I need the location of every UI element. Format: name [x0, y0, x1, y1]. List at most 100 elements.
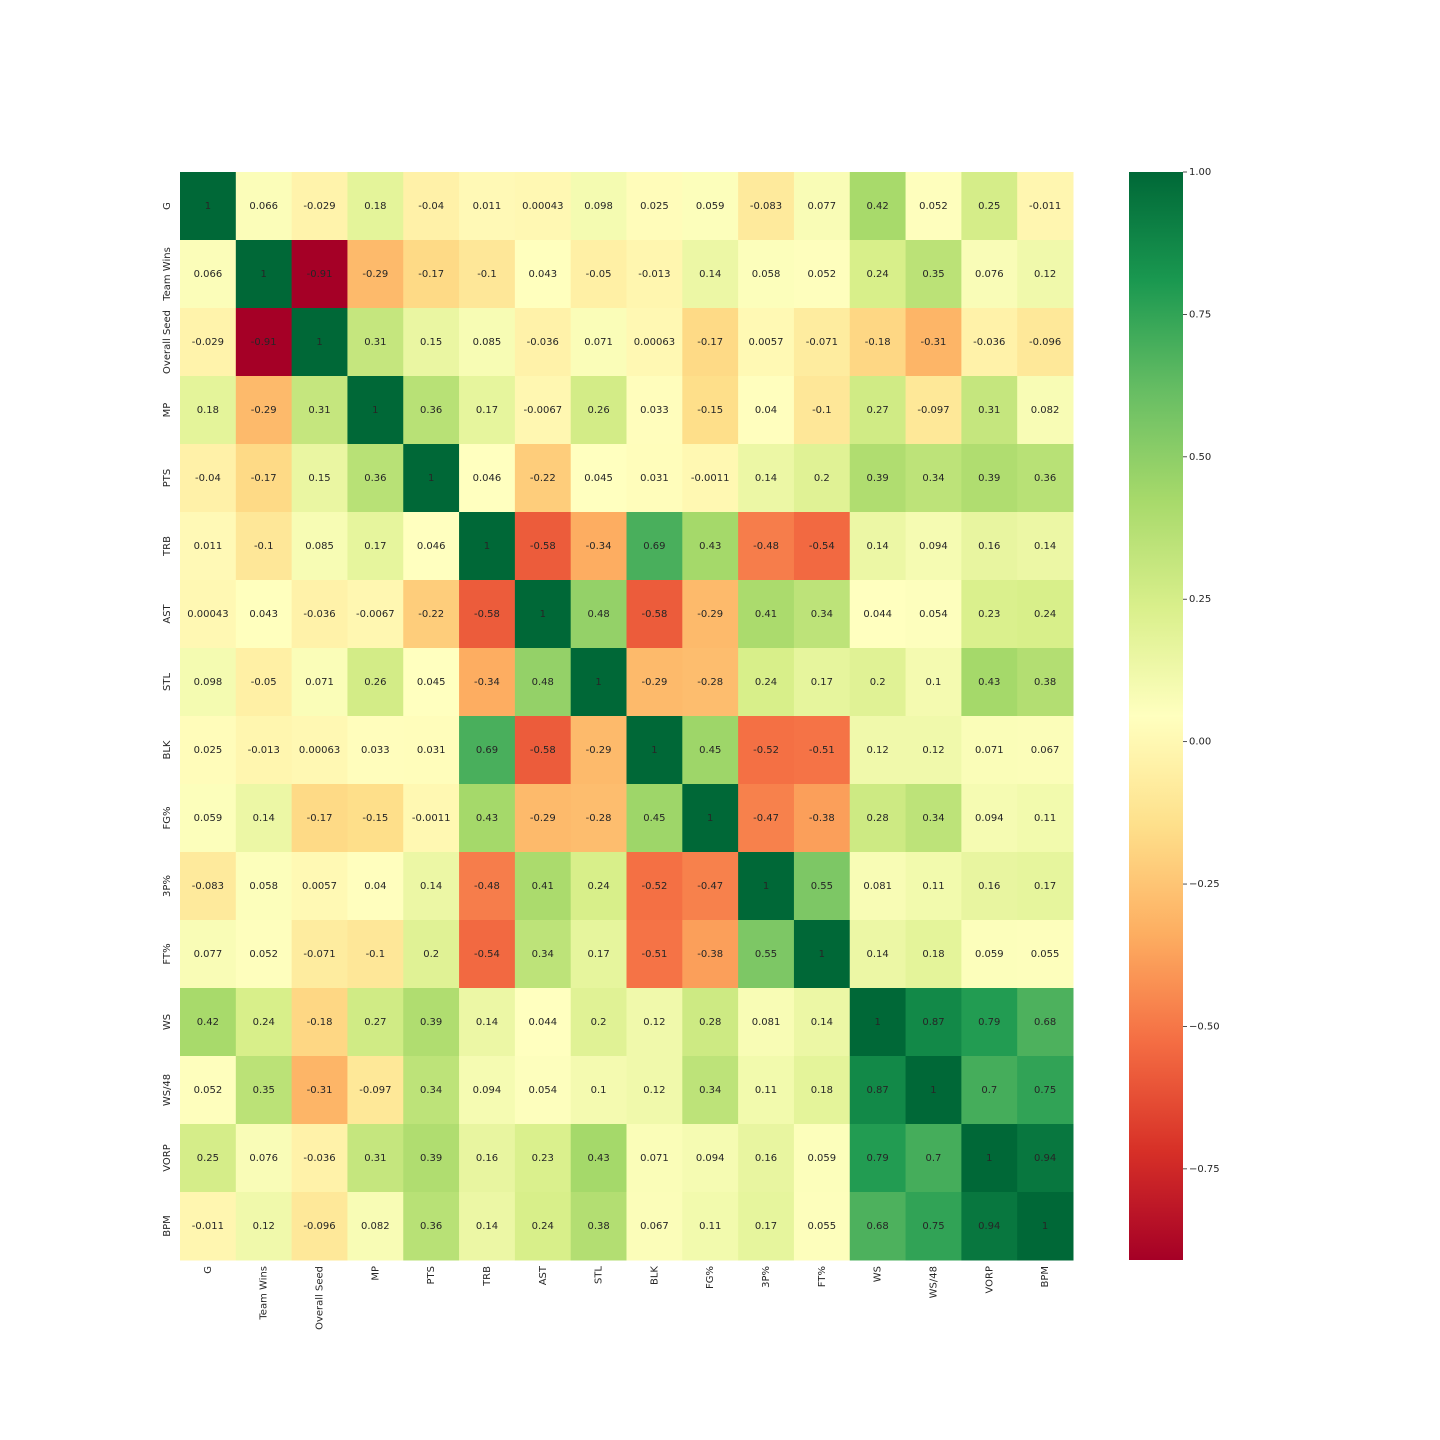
- cell-label: 0.066: [194, 269, 223, 280]
- heatmap-cell: [291, 648, 348, 717]
- cell-label: 0.11: [699, 1221, 721, 1232]
- x-tick-label: FG%: [705, 1266, 716, 1289]
- heatmap-cell: [514, 444, 572, 513]
- heatmap-cell: [347, 716, 404, 785]
- heatmap-cell: [961, 240, 1018, 309]
- colorbar: [1129, 172, 1183, 1260]
- heatmap-cell: [793, 852, 851, 921]
- heatmap-cell: [180, 376, 237, 445]
- heatmap-cell: [291, 1124, 348, 1193]
- heatmap-cell: [961, 716, 1018, 785]
- cell-label: 0.75: [1034, 1085, 1056, 1096]
- cell-label: 0.044: [528, 1017, 557, 1028]
- heatmap-cell: [682, 580, 739, 649]
- cell-label: 0.098: [584, 201, 613, 212]
- heatmap-cell: [905, 988, 962, 1057]
- heatmap-cell: [570, 240, 627, 309]
- cell-label: 0.046: [417, 541, 446, 552]
- cell-label: -0.17: [697, 337, 723, 348]
- cell-label: 0.085: [305, 541, 334, 552]
- heatmap-cell: [459, 580, 516, 649]
- cell-label: 0.28: [867, 813, 889, 824]
- heatmap-cell: [180, 172, 237, 241]
- heatmap-cell: [682, 784, 739, 853]
- cell-label: 1: [372, 405, 378, 416]
- heatmap-cell: [180, 852, 237, 921]
- cell-label: 0.067: [640, 1221, 669, 1232]
- cell-label: 1: [261, 269, 267, 280]
- cell-label: 0.2: [870, 677, 886, 688]
- cell-label: 0.052: [808, 269, 837, 280]
- cell-label: 0.059: [808, 1153, 837, 1164]
- heatmap-cell: [682, 512, 739, 581]
- cell-label: 0.094: [696, 1153, 725, 1164]
- cell-label: -0.0067: [356, 609, 395, 620]
- heatmap-cell: [347, 240, 404, 309]
- cell-label: 0.39: [978, 473, 1000, 484]
- heatmap-cell: [793, 1124, 851, 1193]
- cell-label: -0.22: [418, 609, 444, 620]
- cell-label: -0.58: [474, 609, 500, 620]
- heatmap-cell: [570, 648, 627, 717]
- y-tick-label: STL: [162, 673, 173, 691]
- cell-label: 0.31: [364, 337, 386, 348]
- cell-label: 0.34: [811, 609, 833, 620]
- cell-label: -0.05: [251, 677, 277, 688]
- cell-label: 0.04: [364, 881, 386, 892]
- heatmap-cell: [291, 1056, 348, 1125]
- colorbar-tick-label: −0.25: [1189, 879, 1220, 890]
- heatmap-cell: [514, 172, 572, 241]
- y-tick-label: BPM: [162, 1215, 173, 1237]
- heatmap-cell: [738, 1056, 795, 1125]
- heatmap-cell: [235, 580, 293, 649]
- cell-label: -0.38: [809, 813, 835, 824]
- heatmap-cell: [291, 988, 348, 1057]
- heatmap-cell: [459, 1056, 516, 1125]
- heatmap-cell: [905, 648, 962, 717]
- cell-label: 0.071: [584, 337, 613, 348]
- heatmap-cell: [347, 376, 404, 445]
- heatmap-cell: [347, 920, 404, 989]
- cell-label: 0.17: [1034, 881, 1056, 892]
- heatmap-cell: [793, 920, 851, 989]
- cell-label: -0.17: [307, 813, 333, 824]
- colorbar-tick-label: 0.75: [1189, 309, 1211, 320]
- cell-label: 1: [205, 201, 211, 212]
- cell-label: 0.79: [867, 1153, 889, 1164]
- cell-label: 0.077: [808, 201, 837, 212]
- cell-label: 0.87: [867, 1085, 889, 1096]
- cell-label: 1: [707, 813, 713, 824]
- cell-label: 0.12: [922, 745, 944, 756]
- cell-label: 0.067: [1031, 745, 1060, 756]
- heatmap-cell: [849, 1124, 907, 1193]
- cell-label: 0.68: [1034, 1017, 1056, 1028]
- heatmap-cell: [905, 308, 962, 377]
- cell-label: -0.071: [303, 949, 335, 960]
- heatmap-cell: [1017, 784, 1074, 853]
- cell-label: 0.34: [699, 1085, 721, 1096]
- heatmap-cell: [849, 308, 907, 377]
- cell-label: -0.47: [753, 813, 779, 824]
- cell-label: -0.0011: [691, 473, 730, 484]
- cell-label: -0.91: [251, 337, 277, 348]
- cell-label: 0.25: [197, 1153, 219, 1164]
- heatmap-cell: [849, 240, 907, 309]
- heatmap-cell: [514, 1056, 572, 1125]
- heatmap-cell: [849, 716, 907, 785]
- cell-label: 0.082: [1031, 405, 1060, 416]
- cell-label: 1: [763, 881, 769, 892]
- cell-label: -0.036: [973, 337, 1005, 348]
- y-tick-label: WS/48: [162, 1074, 173, 1106]
- cell-label: 0.031: [417, 745, 446, 756]
- heatmap-cell: [905, 240, 962, 309]
- cell-label: -0.1: [366, 949, 386, 960]
- heatmap-cell: [291, 920, 348, 989]
- x-tick-label: VORP: [984, 1266, 995, 1294]
- cell-label: -0.52: [641, 881, 667, 892]
- cell-label: 0.24: [587, 881, 609, 892]
- heatmap-cell: [347, 172, 404, 241]
- heatmap-cell: [961, 988, 1018, 1057]
- heatmap-cell: [905, 784, 962, 853]
- heatmap-cell: [180, 512, 237, 581]
- cell-label: 0.12: [867, 745, 889, 756]
